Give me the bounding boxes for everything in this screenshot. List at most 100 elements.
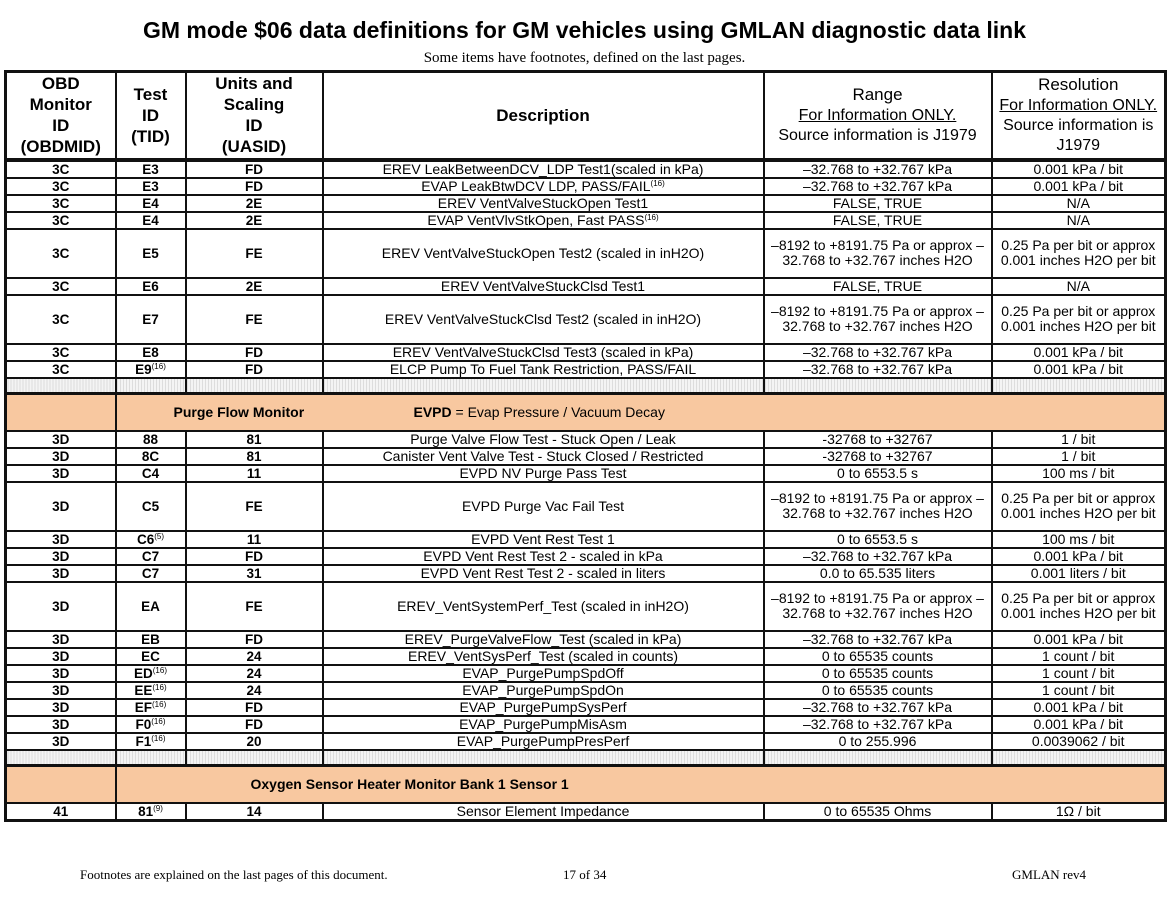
description-cell-text: EREV VentValveStuckOpen Test1 <box>437 194 649 211</box>
obdmid-cell: 3C <box>4 227 117 279</box>
description-cell: EREV_VentSystemPerf_Test (scaled in inH2… <box>321 580 765 632</box>
tid-cell-text: C7 <box>141 548 160 564</box>
description-cell: EREV VentValveStuckClsd Test1 <box>321 276 765 296</box>
tid-cell-text: E5 <box>142 245 159 261</box>
obdmid-cell: 3D <box>4 697 117 717</box>
spacer-cell <box>321 748 765 766</box>
range-cell-text: FALSE, TRUE <box>832 277 923 294</box>
table-row: 3D F0(16) FD EVAP_PurgePumpMisAsm –32.768 to… <box>4 714 1167 734</box>
description-cell-text: EVAP LeakBtwDCV LDP, PASS/FAIL <box>421 177 651 194</box>
uasid-cell-text: 81 <box>246 448 262 464</box>
tid-cell: E7 <box>114 293 187 345</box>
table-row: 3D 8C 81 Canister Vent Valve Test - Stuck C… <box>4 446 1167 466</box>
range-cell-text: –8192 to +8191.75 Pa or approx –32.768 t… <box>771 490 984 521</box>
uasid-cell-text: 31 <box>246 565 262 581</box>
description-cell-text: EREV VentValveStuckClsd Test1 <box>440 277 646 294</box>
resolution-cell-text: 0.001 kPa / bit <box>1033 715 1123 732</box>
resolution-cell: 0.001 kPa / bit <box>990 629 1167 649</box>
obdmid-cell-text: 3C <box>52 344 70 360</box>
obdmid-cell: 3C <box>4 158 117 179</box>
uasid-cell-text: FD <box>245 361 263 377</box>
spacer-cell <box>990 376 1167 394</box>
page-title: GM mode $06 data definitions for GM vehi… <box>142 17 1027 43</box>
table-row: 3C E3 FD EVAP LeakBtwDCV LDP, PASS/FAIL(16)… <box>4 176 1167 196</box>
description-cell-text: EVAP_PurgePumpPresPerf <box>456 732 630 749</box>
uasid-cell: FD <box>184 158 324 179</box>
uasid-cell: 2E <box>184 210 324 230</box>
range-cell-text: -32768 to +32767 <box>822 430 933 447</box>
tid-cell-text: 81 <box>138 803 154 819</box>
range-cell: 0 to 65535 Ohms <box>762 801 993 821</box>
description-cell: Sensor Element Impedance <box>321 801 765 821</box>
range-cell: FALSE, TRUE <box>762 193 993 213</box>
obdmid-cell: 3D <box>4 429 117 449</box>
spacer-cell <box>762 748 993 766</box>
resolution-cell: 100 ms / bit <box>990 529 1167 549</box>
description-cell-text: EREV VentValveStuckOpen Test2 (scaled in… <box>381 244 705 261</box>
range-cell: 0 to 65535 counts <box>762 646 993 666</box>
resolution-cell: N/A <box>990 210 1167 230</box>
obdmid-cell: 3C <box>4 210 117 230</box>
description-cell-text: EREV VentValveStuckClsd Test2 (scaled in… <box>384 310 702 327</box>
description-cell-text: EVPD Purge Vac Fail Test <box>461 497 625 514</box>
resolution-cell-text: 1 count / bit <box>1042 664 1115 681</box>
spacer-cell <box>114 376 187 394</box>
description-cell: EVAP_PurgePumpSpdOn <box>321 680 765 700</box>
resolution-cell: 0.25 Pa per bit or approx 0.001 inches H… <box>990 227 1167 279</box>
description-cell: EVPD Vent Rest Test 2 - scaled in liters <box>321 563 765 583</box>
tid-cell-text: EE <box>134 682 153 698</box>
range-cell-text: –32.768 to +32.767 kPa <box>802 698 953 715</box>
description-cell: EVPD Purge Vac Fail Test <box>321 480 765 532</box>
obdmid-cell-text: 3D <box>52 682 70 698</box>
obdmid-cell-text: 3D <box>52 465 70 481</box>
uasid-cell: 20 <box>184 731 324 751</box>
header-obdmid: OBD Monitor ID (OBDMID) <box>4 70 117 162</box>
description-cell: EREV VentValveStuckClsd Test3 (scaled in… <box>321 342 765 362</box>
obdmid-cell-text: 3D <box>52 448 70 464</box>
obdmid-cell-text: 3C <box>52 212 70 228</box>
resolution-cell-text: 0.001 kPa / bit <box>1033 160 1123 177</box>
uasid-cell: FD <box>184 359 324 379</box>
table-row: 3D EA FE EREV_VentSystemPerf_Test (scaled i… <box>4 580 1167 632</box>
description-cell-text: EVPD NV Purge Pass Test <box>459 464 627 481</box>
tid-cell-text: F0 <box>135 716 152 732</box>
resolution-cell: 100 ms / bit <box>990 463 1167 483</box>
obdmid-cell-text: 3D <box>52 648 70 664</box>
obdmid-cell-text: 3D <box>52 548 70 564</box>
table-row: 3D EE(16) 24 EVAP_PurgePumpSpdOn 0 to 65535 … <box>4 680 1167 700</box>
tid-cell: EB <box>114 629 187 649</box>
range-cell: –32.768 to +32.767 kPa <box>762 359 993 379</box>
range-cell: FALSE, TRUE <box>762 276 993 296</box>
range-cell: -32768 to +32767 <box>762 446 993 466</box>
section-header-row: Oxygen Sensor Heater Monitor Bank 1 Sens… <box>4 763 1167 804</box>
resolution-cell-text: N/A <box>1066 194 1090 211</box>
uasid-cell-text: FD <box>245 548 263 564</box>
tid-cell: EE(16) <box>114 680 187 700</box>
uasid-cell-text: FE <box>245 498 263 514</box>
tid-cell: C4 <box>114 463 187 483</box>
description-cell: EVAP_PurgePumpMisAsm <box>321 714 765 734</box>
description-cell: EVAP_PurgePumpSysPerf <box>321 697 765 717</box>
description-cell-text: EVPD Vent Rest Test 1 <box>471 530 615 547</box>
resolution-cell-text: 1Ω / bit <box>1055 802 1101 819</box>
resolution-cell: 0.25 Pa per bit or approx 0.001 inches H… <box>990 580 1167 632</box>
resolution-cell: 1 / bit <box>990 429 1167 449</box>
tid-cell: EC <box>114 646 187 666</box>
obdmid-cell-text: 3C <box>52 161 70 177</box>
range-cell: 0 to 65535 counts <box>762 680 993 700</box>
uasid-cell-text: 2E <box>245 212 263 228</box>
range-cell: 0 to 255.996 <box>762 731 993 751</box>
uasid-cell: 11 <box>184 463 324 483</box>
range-cell: –8192 to +8191.75 Pa or approx –32.768 t… <box>762 293 993 345</box>
uasid-cell: FD <box>184 342 324 362</box>
tid-cell-text: E3 <box>142 161 159 177</box>
obdmid-cell: 3C <box>4 342 117 362</box>
footer-revision: GMLAN rev4 <box>1012 867 1087 882</box>
tid-cell: F0(16) <box>114 714 187 734</box>
uasid-cell: 81 <box>184 446 324 466</box>
resolution-cell: 0.0039062 / bit <box>990 731 1167 751</box>
range-cell-text: –32.768 to +32.767 kPa <box>802 177 953 194</box>
section-blank-cell <box>4 763 117 804</box>
resolution-cell-text: 0.0039062 / bit <box>1031 732 1125 749</box>
spacer-row <box>4 748 1167 766</box>
